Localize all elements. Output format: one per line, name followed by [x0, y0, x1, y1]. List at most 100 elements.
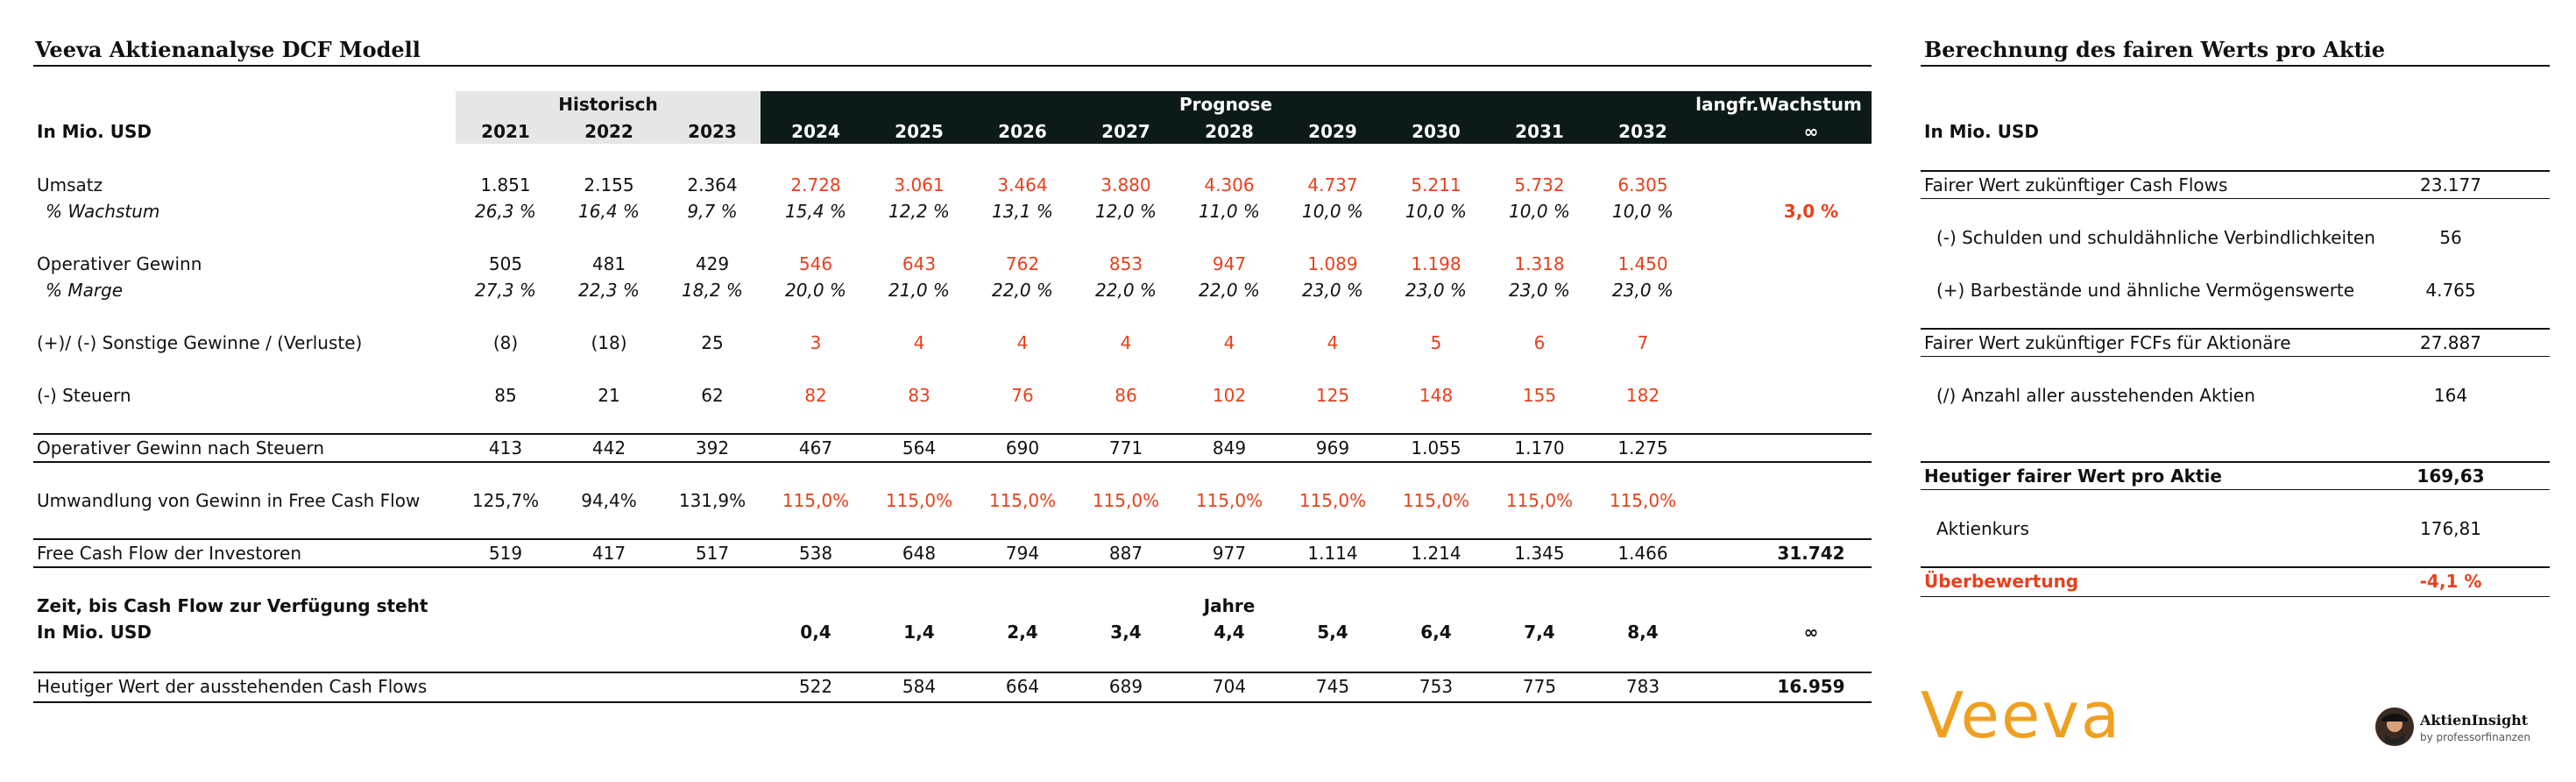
group-historisch: Historisch	[558, 94, 658, 115]
row-label: Umsatz	[37, 174, 103, 196]
row-rule	[33, 538, 1872, 540]
row-fcf: Free Cash Flow der Investoren 519 417 51…	[33, 543, 1873, 569]
cell-prog: 23,0 %	[1302, 280, 1363, 301]
cell-prog: 1.089	[1307, 253, 1358, 274]
cell-prog: 6,4	[1420, 622, 1452, 643]
row-label: % Marge	[46, 280, 124, 301]
cell-prog: 771	[1108, 437, 1143, 459]
cell-hist: 442	[591, 437, 626, 459]
cell-prog: 23,0 %	[1612, 280, 1674, 301]
cell-prog: 5.732	[1514, 174, 1565, 196]
row-sonstige: (+)/ (-) Sonstige Gewinne / (Verluste) (…	[33, 332, 1873, 359]
cell-prog: 83	[908, 385, 931, 406]
cell-prog: 775	[1522, 676, 1557, 697]
cell-hist: 26,3 %	[475, 201, 536, 222]
row-value: -4,1 %	[2419, 571, 2482, 592]
cell-prog: 745	[1315, 676, 1350, 697]
shares-row: (/) Anzahl aller ausstehenden Aktien 164	[1921, 385, 2550, 411]
year-2023: 2023	[688, 121, 737, 142]
cell-prog: 1.345	[1514, 543, 1565, 564]
fair-value-title-rule	[1921, 65, 2550, 67]
cell-prog: 102	[1212, 385, 1247, 406]
row-label: Heutiger Wert der ausstehenden Cash Flow…	[37, 676, 428, 697]
cell-langfr-infinity: ∞	[1803, 622, 1819, 643]
cell-prog: 115,0%	[782, 490, 850, 511]
cell-prog: 11,0 %	[1199, 201, 1260, 222]
cell-prog: 887	[1108, 543, 1143, 564]
year-2030: 2030	[1412, 121, 1461, 142]
cell-hist: 85	[494, 385, 517, 406]
row-label: Fairer Wert zukünftiger Cash Flows	[1924, 174, 2228, 196]
overvaluation-row: Überbewertung -4,1 %	[1921, 571, 2550, 597]
cell-prog: 22,0 %	[992, 280, 1053, 301]
row-rule	[1921, 328, 2550, 330]
row-unit-label: In Mio. USD	[37, 622, 152, 643]
cell-prog: 5	[1430, 332, 1442, 353]
year-2026: 2026	[998, 121, 1047, 142]
cell-prog: 1.055	[1411, 437, 1461, 459]
cell-hist: 18,2 %	[682, 280, 743, 301]
cell-prog: 21,0 %	[888, 280, 950, 301]
row-wachstum: % Wachstum 26,3 % 16,4 % 9,7 % 15,4 % 12…	[33, 201, 1873, 227]
cell-prog: 5.211	[1411, 174, 1461, 196]
cell-prog: 689	[1108, 676, 1143, 697]
row-rule	[33, 461, 1872, 463]
row-umsatz: Umsatz 1.851 2.155 2.364 2.728 3.061 3.4…	[33, 174, 1873, 201]
row-label: (-) Schulden und schuldähnliche Verbindl…	[1936, 227, 2375, 248]
group-prognose: Prognose	[1178, 94, 1273, 115]
row-zeit: Zeit, bis Cash Flow zur Verfügung steht …	[33, 595, 1873, 622]
cell-prog: 7,4	[1524, 622, 1555, 643]
cell-prog: 4.306	[1204, 174, 1255, 196]
row-rule	[1921, 356, 2550, 357]
cell-prog: 853	[1108, 253, 1143, 274]
cell-hist: 417	[591, 543, 626, 564]
page-title: Veeva Aktienanalyse DCF Modell	[35, 37, 421, 62]
fair-value-title: Berechnung des fairen Werts pro Aktie	[1924, 37, 2386, 62]
cell-prog: 538	[798, 543, 833, 564]
cell-prog: 522	[798, 676, 833, 697]
cell-prog: 584	[902, 676, 937, 697]
row-rule	[33, 566, 1872, 568]
cell-hist: 517	[695, 543, 730, 564]
cell-prog: 6	[1533, 332, 1546, 353]
share-price-row: Aktienkurs 176,81	[1921, 518, 2550, 544]
cell-prog: 115,0%	[1092, 490, 1160, 511]
cell-prog: 155	[1522, 385, 1557, 406]
row-value: 169,63	[2417, 466, 2485, 487]
cell-prog: 3.464	[997, 174, 1048, 196]
cell-prog: 115,0%	[1299, 490, 1367, 511]
cell-prog: 115,0%	[1505, 490, 1574, 511]
jahre-header: Jahre	[1203, 595, 1256, 616]
row-rule	[33, 701, 1872, 703]
cell-prog: 23,0 %	[1405, 280, 1467, 301]
cell-prog: 76	[1011, 385, 1034, 406]
cell-hist: 94,4%	[581, 490, 637, 511]
cell-prog: 148	[1419, 385, 1454, 406]
cell-prog: 86	[1115, 385, 1137, 406]
cell-prog: 704	[1212, 676, 1247, 697]
row-value: 56	[2439, 227, 2462, 248]
cell-prog: 22,0 %	[1199, 280, 1260, 301]
cell-hist: 392	[695, 437, 730, 459]
row-label: (+) Barbestände und ähnliche Vermögenswe…	[1936, 280, 2355, 301]
cell-prog: 0,4	[800, 622, 832, 643]
year-2022: 2022	[584, 121, 633, 142]
title-rule	[33, 65, 1872, 67]
cell-prog: 1.198	[1411, 253, 1461, 274]
cell-prog: 4	[1016, 332, 1029, 353]
year-2031: 2031	[1515, 121, 1564, 142]
row-label: Free Cash Flow der Investoren	[37, 543, 302, 564]
row-rule	[33, 672, 1872, 673]
cell-prog: 1.275	[1617, 437, 1668, 459]
cell-prog: 22,0 %	[1095, 280, 1157, 301]
cell-prog: 4	[1223, 332, 1235, 353]
cell-prog: 1.170	[1514, 437, 1565, 459]
row-marge: % Marge 27,3 % 22,3 % 18,2 % 20,0 % 21,0…	[33, 280, 1873, 306]
year-2032: 2032	[1618, 121, 1667, 142]
cell-prog: 1.114	[1307, 543, 1358, 564]
cell-prog: 1,4	[903, 622, 935, 643]
cell-prog: 23,0 %	[1509, 280, 1570, 301]
row-label: Zeit, bis Cash Flow zur Verfügung steht	[37, 595, 428, 616]
cell-prog: 1.214	[1411, 543, 1461, 564]
row-label: % Wachstum	[46, 201, 160, 222]
